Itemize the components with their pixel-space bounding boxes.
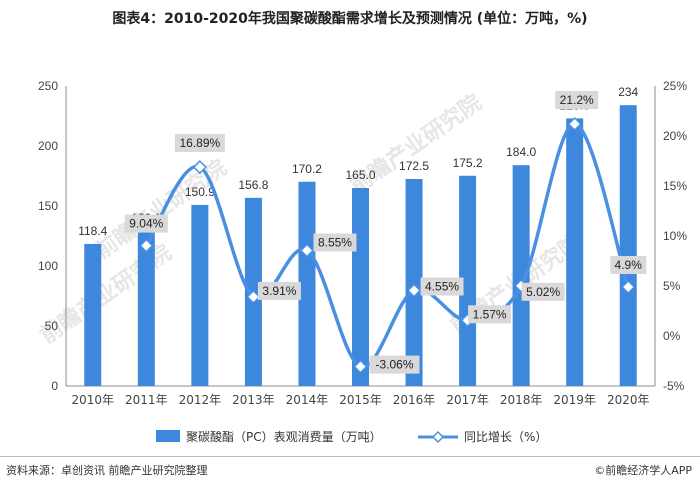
growth-label-box [468,305,512,324]
y-right-tick-label: -5% [663,379,685,393]
growth-value-label: 1.57% [473,307,507,321]
source-note: 资料来源：卓创资讯 前瞻产业研究院整理 [6,464,208,477]
x-tick-label: 2015年 [339,393,382,407]
bar-value-label: 184.0 [506,145,536,159]
x-tick-label: 2016年 [393,393,436,407]
growth-marker [567,116,582,132]
growth-label-box [124,214,168,233]
y-left-tick-label: 100 [38,259,58,273]
growth-value-label: 8.55% [318,236,352,250]
chart-title: 图表4：2010-2020年我国聚碳酸酯需求增长及预测情况 (单位：万吨，%) [112,11,588,27]
y-left-tick-label: 200 [38,139,58,153]
bar-value-label: 175.2 [453,156,483,170]
y-right-tick-label: 25% [663,79,687,93]
bar [405,179,423,386]
bar-value-label: 172.5 [399,159,429,173]
growth-value-label: 5.02% [526,285,560,299]
x-tick-label: 2010年 [71,393,114,407]
bar [84,243,102,386]
x-tick-label: 2011年 [125,393,168,407]
brand-credit: ©前瞻经济学人APP [594,464,692,477]
growth-value-label: 16.89% [180,136,221,150]
x-tick-label: 2018年 [500,393,543,407]
legend-bar-label: 聚碳酸酯（PC）表观消费量（万吨） [186,429,382,444]
x-tick-label: 2019年 [553,393,596,407]
y-left-tick-label: 150 [38,199,58,213]
y-left-tick-label: 0 [51,379,58,393]
y-right-tick-label: 0% [663,329,681,343]
bar [298,181,316,386]
growth-value-label: -3.06% [375,358,413,372]
footer-divider [0,456,700,457]
legend-line-marker [431,430,445,444]
bar [459,175,477,386]
bar-value-label: 165.0 [345,168,375,182]
growth-label-box [420,277,464,296]
bar [191,204,209,386]
growth-marker [139,238,154,253]
growth-label-box [555,91,599,109]
bar-value-label: 170.2 [292,162,322,176]
legend-line-label: 同比增长（%） [464,430,547,444]
bar [352,188,369,386]
x-tick-label: 2020年 [607,393,650,407]
growth-label-box [369,355,420,374]
growth-label-box [313,233,357,252]
growth-value-label: 9.04% [129,217,163,231]
growth-marker [406,283,422,298]
legend-bar-swatch [156,430,180,442]
growth-marker [192,160,207,175]
chart: 前瞻产业研究院前瞻产业研究院前瞻产业研究院前瞻产业研究院050100150200… [35,79,687,444]
growth-line [144,122,630,369]
growth-value-label: 3.91% [262,284,296,298]
bar [137,231,155,386]
growth-marker [621,279,636,295]
growth-value-label: 4.9% [615,258,643,272]
bar [619,105,637,386]
bar-value-label: 118.4 [78,224,107,238]
growth-label-box [610,256,647,274]
growth-marker [299,243,315,258]
growth-value-label: 4.55% [425,280,459,294]
bar [566,118,584,387]
y-left-tick-label: 50 [45,319,59,333]
y-right-tick-label: 10% [663,229,687,243]
y-right-tick-label: 15% [663,179,687,193]
bar-value-label: 156.8 [238,178,268,192]
y-right-tick-label: 5% [663,279,681,293]
x-tick-label: 2017年 [446,393,489,407]
growth-marker [246,289,261,304]
x-tick-label: 2012年 [179,393,222,407]
x-tick-label: 2013年 [232,393,275,407]
growth-label-box [257,281,301,300]
growth-value-label: 21.2% [560,93,594,107]
bar-value-label: 150.9 [185,185,215,199]
x-tick-label: 2014年 [286,393,329,407]
growth-marker [353,359,368,374]
bar-value-label: 234 [618,85,638,99]
y-right-tick-label: 20% [663,129,687,143]
growth-label-box [521,282,565,301]
growth-label-box [174,134,225,153]
bar [512,165,530,386]
y-left-tick-label: 250 [38,79,58,93]
